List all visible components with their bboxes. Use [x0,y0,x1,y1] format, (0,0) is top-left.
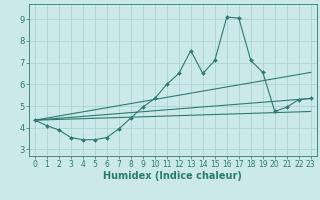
X-axis label: Humidex (Indice chaleur): Humidex (Indice chaleur) [103,171,242,181]
